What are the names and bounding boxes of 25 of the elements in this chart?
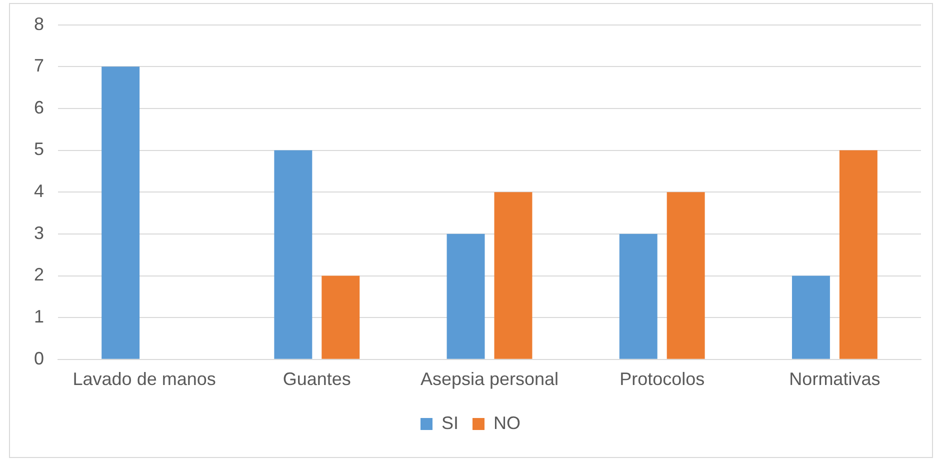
- y-tick-label: 5: [34, 139, 44, 160]
- x-tick-label: Guantes: [282, 369, 351, 390]
- bar: [446, 234, 485, 359]
- x-tick-label: Asepsia personal: [420, 369, 559, 390]
- bar: [619, 234, 658, 359]
- y-tick-label: 0: [34, 348, 44, 368]
- bar: [102, 66, 140, 359]
- legend-label: NO: [494, 412, 521, 433]
- legend-label: SI: [441, 412, 459, 433]
- y-tick-label: 3: [34, 222, 44, 243]
- bar: [792, 276, 830, 359]
- y-tick-label: 2: [34, 264, 44, 285]
- y-tick-label: 1: [34, 306, 44, 327]
- bar: [494, 192, 532, 359]
- x-tick-label: Lavado de manos: [72, 369, 216, 390]
- y-tick-label: 7: [34, 56, 44, 76]
- bar: [666, 192, 705, 359]
- bar: [274, 150, 312, 359]
- y-tick-label: 4: [34, 181, 44, 202]
- x-tick-label: Normativas: [789, 369, 880, 390]
- bar: [839, 150, 878, 359]
- y-tick-label: 8: [34, 14, 44, 34]
- y-tick-label: 6: [34, 97, 44, 118]
- x-tick-label: Protocolos: [620, 369, 705, 390]
- bar: [322, 276, 360, 359]
